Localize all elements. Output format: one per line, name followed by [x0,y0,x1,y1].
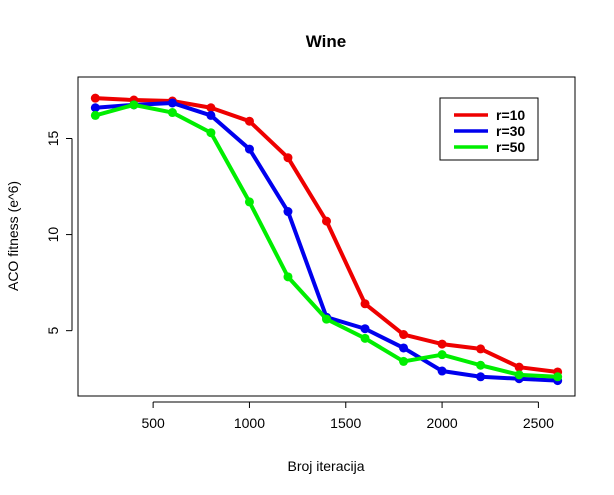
data-point [399,330,409,340]
data-point [283,272,293,282]
y-axis-label: ACO fitness (e^6) [5,181,21,291]
data-point [476,372,486,382]
legend-item: r=10 [454,107,525,123]
x-tick-label: 1500 [330,415,361,431]
data-point [283,153,293,163]
data-point [167,108,177,118]
data-point [437,350,447,360]
data-point [476,344,486,354]
x-tick-label: 2000 [427,415,458,431]
x-tick-label: 500 [141,415,165,431]
data-point [360,299,370,309]
series-r=50 [90,100,563,382]
data-point [514,370,524,380]
data-point [206,110,216,120]
legend-box [439,97,539,161]
legend-items: r=10r=30r=50 [454,107,525,155]
data-point [514,362,524,372]
data-point [244,116,254,126]
data-point [244,144,254,154]
data-point [399,356,409,366]
data-point [206,128,216,138]
data-point [244,197,254,207]
y-axis: 5 10 15 [45,130,73,335]
data-point [90,103,100,113]
plot-frame [77,76,576,397]
legend-item: r=30 [454,123,525,139]
data-point [206,103,216,113]
y-tick-label: 15 [45,130,61,146]
legend-item: r=50 [454,139,525,155]
data-point [437,339,447,349]
data-point [322,314,331,324]
data-point [90,93,100,103]
legend: r=10r=30r=50 [439,97,539,161]
y-tick-label: 5 [45,327,61,335]
data-point [167,98,177,108]
data-point [90,110,100,120]
legend-label: r=30 [496,123,525,139]
series-layer [90,93,563,386]
x-axis: 500 1000 1500 2000 2500 [141,401,554,431]
data-point [437,366,447,376]
data-point [360,324,370,334]
data-point [283,207,293,217]
data-point [322,216,331,226]
y-tick-label: 10 [45,227,61,243]
x-axis-label: Broj iteracija [287,458,364,474]
data-point [399,343,409,353]
data-point [476,360,486,370]
legend-label: r=10 [496,107,525,123]
chart-title: Wine [306,32,346,51]
data-point [360,333,370,343]
legend-label: r=50 [496,139,525,155]
x-tick-label: 2500 [523,415,554,431]
data-point [129,100,139,110]
data-point [553,372,563,382]
x-tick-label: 1000 [234,415,265,431]
